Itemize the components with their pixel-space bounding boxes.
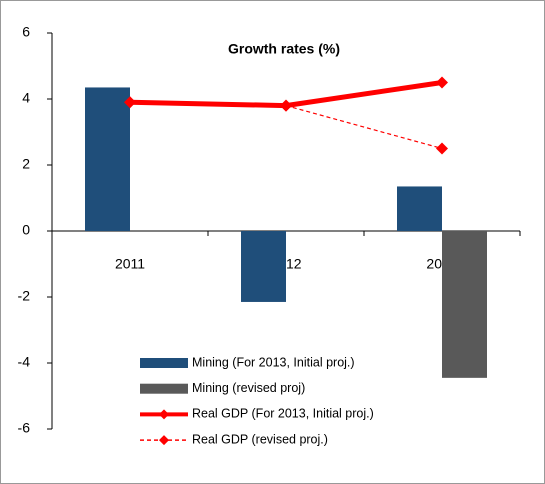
y-tick-label: 4	[22, 90, 30, 106]
legend-label: Mining (revised proj)	[192, 381, 305, 395]
bar	[442, 231, 487, 378]
legend-swatch	[140, 358, 188, 368]
x-tick-label: 2011	[115, 256, 145, 272]
legend-marker	[159, 409, 169, 420]
marker	[436, 142, 448, 155]
bar	[241, 231, 286, 302]
y-tick-label: -2	[18, 288, 31, 304]
chart-title: Growth rates (%)	[228, 41, 340, 57]
bar	[85, 87, 130, 231]
marker	[124, 96, 136, 109]
legend-marker	[159, 435, 169, 446]
marker	[436, 76, 448, 89]
bar	[397, 186, 442, 231]
y-tick-label: -4	[18, 354, 31, 370]
y-tick-label: 0	[22, 222, 30, 238]
line	[285, 105, 443, 150]
legend-label: Real GDP (revised proj.)	[192, 432, 328, 446]
y-tick-label: -6	[18, 420, 31, 436]
marker	[280, 99, 292, 112]
legend-label: Mining (For 2013, Initial proj.)	[192, 355, 355, 369]
legend-label: Real GDP (For 2013, Initial proj.)	[192, 407, 374, 421]
y-tick-label: 6	[22, 24, 30, 40]
y-tick-label: 2	[22, 156, 30, 172]
legend-swatch	[140, 383, 188, 394]
